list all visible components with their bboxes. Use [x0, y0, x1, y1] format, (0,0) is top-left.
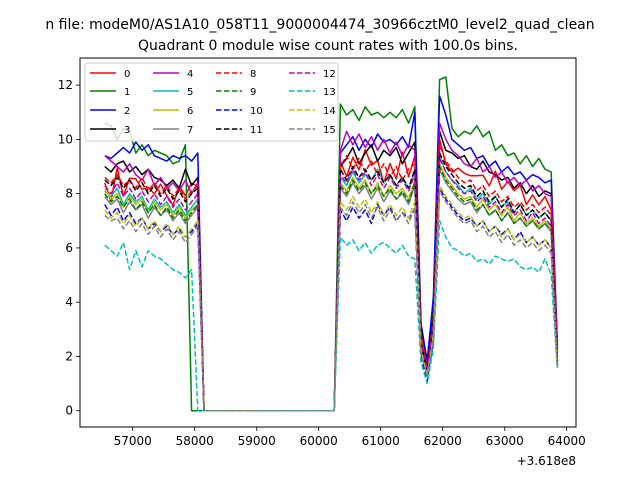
legend-label-6: 6 [187, 106, 193, 117]
y-tick-label: 2 [65, 349, 73, 363]
x-tick-label: 59000 [238, 434, 276, 448]
y-axis: 0 2 4 6 8 10 12 [58, 78, 80, 418]
legend-label-8: 8 [250, 69, 256, 80]
series-line-14 [104, 184, 559, 412]
legend-label-12: 12 [323, 69, 336, 80]
legend-label-3: 3 [124, 125, 130, 136]
x-tick-label: 58000 [176, 434, 214, 448]
x-tick-label: 57000 [114, 434, 152, 448]
y-tick-label: 8 [65, 187, 73, 201]
legend-label-14: 14 [323, 106, 336, 117]
axes-title: Quadrant 0 module wise count rates with … [138, 38, 518, 54]
x-tick-label: 61000 [362, 434, 400, 448]
y-tick-label: 4 [65, 295, 73, 309]
series-lines [104, 76, 559, 412]
axes-frame [79, 57, 577, 428]
legend-label-2: 2 [124, 106, 130, 117]
x-axis: 57000 58000 59000 60000 61000 62000 63000 64000 [114, 427, 586, 448]
y-tick-label: 0 [65, 404, 73, 418]
legend-frame [84, 62, 339, 142]
figure-suptitle: n file: modeM0/AS1A10_058T11_9000004474_… [45, 17, 594, 33]
x-tick-label: 63000 [486, 434, 524, 448]
legend-label-9: 9 [250, 87, 256, 98]
x-axis-offset-label: +3.618e8 [517, 454, 576, 468]
legend-label-7: 7 [187, 125, 193, 136]
legend-label-10: 10 [250, 106, 263, 117]
legend-label-4: 4 [187, 69, 193, 80]
legend-label-15: 15 [323, 125, 336, 136]
legend-label-0: 0 [124, 69, 130, 80]
y-tick-label: 12 [58, 78, 73, 92]
series-line-15 [104, 190, 559, 412]
legend-label-13: 13 [323, 87, 336, 98]
legend-label-11: 11 [250, 125, 263, 136]
y-tick-label: 6 [65, 241, 73, 255]
legend-label-1: 1 [124, 87, 130, 98]
x-tick-label: 60000 [300, 434, 338, 448]
legend-label-5: 5 [187, 87, 193, 98]
y-tick-label: 10 [58, 132, 73, 146]
x-tick-label: 62000 [424, 434, 462, 448]
x-tick-label: 64000 [548, 434, 586, 448]
